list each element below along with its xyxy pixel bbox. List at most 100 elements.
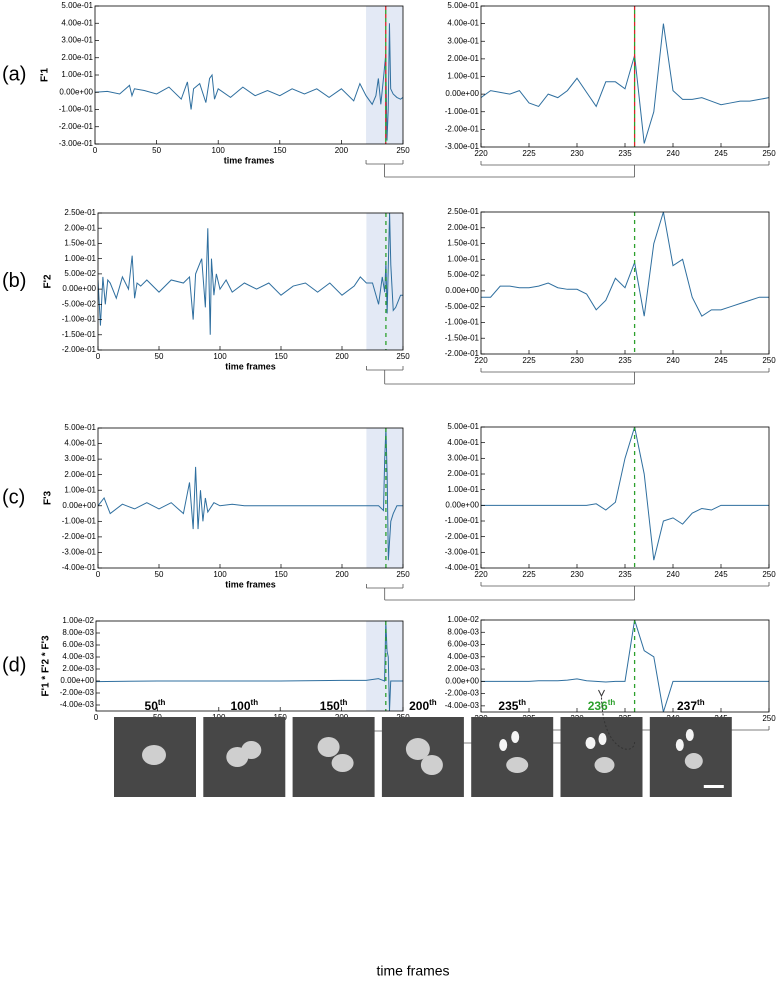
y-tick-label: 2.00e-01: [447, 469, 479, 478]
y-tick-label: -2.00e-01: [62, 345, 97, 354]
x-tick-label: 250: [396, 352, 410, 361]
x-axis-label: time frames: [224, 155, 275, 165]
y-tick-label: -3.00e-01: [62, 548, 97, 557]
y-tick-label: -3.00e-01: [445, 547, 480, 556]
y-tick-label: -3.00e-01: [445, 142, 480, 151]
y-tick-label: 3.00e-01: [447, 453, 479, 462]
frame-label: 236th: [588, 698, 616, 713]
y-tick-label: 2.00e-01: [447, 223, 479, 232]
x-tick-label: 230: [570, 570, 584, 579]
y-tick-label: -1.00e-01: [62, 315, 97, 324]
nucleus: [405, 738, 430, 760]
arrow-head: [598, 689, 605, 698]
x-tick-label: 220: [474, 356, 488, 365]
x-tick-label: 235: [618, 356, 632, 365]
y-tick-label: 0.00e+00: [62, 501, 96, 510]
nucleus: [585, 737, 596, 749]
frame-suffix: th: [251, 698, 259, 707]
y-tick-label: -4.00e-01: [445, 563, 480, 572]
nucleus: [506, 757, 529, 773]
x-tick-label: 200: [335, 570, 349, 579]
x-tick-label: 235: [618, 570, 632, 579]
y-tick-label: 2.50e-01: [447, 207, 479, 216]
y-tick-label: 8.00e-03: [447, 627, 479, 636]
arrow: [601, 694, 636, 750]
y-tick-label: 4.00e-01: [61, 18, 93, 27]
frame-label: 50th: [145, 698, 166, 713]
x-tick-label: 250: [396, 146, 410, 155]
data-line: [95, 23, 403, 141]
data-line: [96, 621, 403, 711]
x-tick-label: 245: [714, 356, 728, 365]
y-tick-label: 1.00e-01: [447, 254, 479, 263]
plot-frame: [97, 427, 404, 569]
y-tick-label: 0.00e+00: [445, 286, 479, 295]
frame-number: 235: [498, 699, 518, 713]
x-tick-label: 50: [152, 146, 161, 155]
y-tick-label: -2.00e-01: [59, 122, 94, 131]
plot-frame: [480, 5, 770, 148]
y-tick-label: 0.00e+00: [59, 87, 93, 96]
panel-label: (b): [2, 270, 26, 292]
y-tick-label: 4.00e-03: [62, 652, 94, 661]
frame-number: 236: [588, 699, 608, 713]
y-axis-label: F'1: [40, 68, 51, 82]
panel-label: (c): [2, 486, 25, 508]
y-tick-label: -5.00e-02: [62, 299, 97, 308]
data-line: [481, 212, 769, 317]
y-tick-label: -1.50e-01: [62, 330, 97, 339]
y-tick-label: 4.00e-01: [64, 439, 96, 448]
y-tick-label: 3.00e-01: [447, 36, 479, 45]
plot-frame: [480, 426, 770, 569]
x-tick-label: 245: [714, 570, 728, 579]
y-tick-label: -2.00e-03: [60, 688, 95, 697]
y-tick-label: 1.50e-01: [447, 239, 479, 248]
y-tick-label: -2.00e-01: [445, 349, 480, 358]
y-tick-label: 1.00e-01: [64, 254, 96, 263]
frame-number: 200: [409, 699, 429, 713]
nucleus: [675, 739, 684, 751]
y-tick-label: -1.00e-01: [59, 105, 94, 114]
scale-bar: [703, 785, 724, 788]
x-tick-label: 200: [335, 352, 349, 361]
plot-frame: [480, 211, 770, 355]
y-tick-label: 6.00e-03: [62, 640, 94, 649]
frame-label: 100th: [231, 698, 259, 713]
x-tick-label: 235: [618, 149, 632, 158]
strip-caption: time frames: [376, 963, 449, 979]
nucleus: [684, 753, 703, 769]
x-tick-label: 230: [570, 149, 584, 158]
x-axis-label: time frames: [225, 361, 276, 371]
x-tick-label: 245: [714, 149, 728, 158]
nucleus: [499, 739, 508, 751]
y-tick-label: -2.00e-01: [62, 532, 97, 541]
frame-suffix: th: [158, 698, 166, 707]
plot-frame: [97, 212, 404, 351]
y-tick-label: -5.00e-02: [445, 302, 480, 311]
x-tick-label: 250: [762, 149, 776, 158]
y-axis-label: F'3: [43, 491, 54, 505]
x-tick-label: 225: [522, 149, 536, 158]
y-tick-label: 5.00e-01: [447, 1, 479, 10]
frame-number: 150: [320, 699, 340, 713]
y-axis-label: F'2: [43, 274, 54, 288]
x-tick-label: 0: [93, 146, 98, 155]
x-tick-label: 250: [762, 356, 776, 365]
y-tick-label: 0.00e+00: [445, 89, 479, 98]
plot-frame: [94, 5, 404, 145]
y-tick-label: 2.00e-01: [61, 53, 93, 62]
frame-suffix: th: [429, 698, 437, 707]
x-tick-label: 100: [212, 146, 226, 155]
y-tick-label: 4.00e-01: [447, 19, 479, 28]
frame-label: 237th: [677, 698, 705, 713]
nucleus: [511, 731, 520, 743]
y-tick-label: 1.00e-01: [447, 485, 479, 494]
y-tick-label: 5.00e-01: [64, 423, 96, 432]
nucleus: [594, 757, 615, 773]
x-tick-label: 0: [94, 713, 99, 722]
x-tick-label: 50: [155, 352, 164, 361]
y-tick-label: 5.00e-01: [447, 422, 479, 431]
frame-number: 50: [145, 699, 159, 713]
highlight-region: [366, 6, 403, 144]
x-tick-label: 250: [396, 570, 410, 579]
